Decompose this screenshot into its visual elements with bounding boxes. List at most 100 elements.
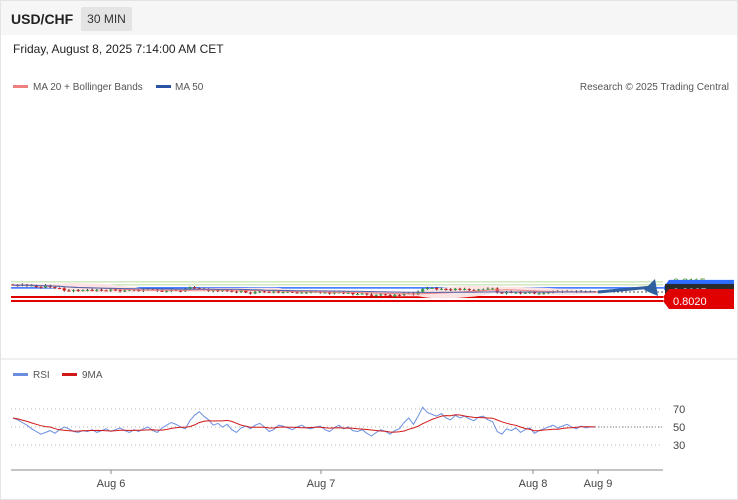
candle [463, 287, 467, 291]
candle-body [360, 293, 364, 295]
candle-body [449, 289, 453, 291]
candle-body [542, 293, 546, 295]
candle-body [421, 288, 425, 292]
candle-body [272, 291, 276, 293]
candle-body [495, 288, 499, 293]
candle-body [258, 291, 262, 293]
candle-body [239, 290, 243, 292]
candle [537, 292, 541, 295]
candle-body [458, 288, 462, 290]
candle-body [453, 288, 457, 291]
candle-body [295, 292, 299, 294]
candle-body [523, 292, 527, 294]
candle-body [439, 288, 443, 290]
candle [99, 288, 104, 292]
candle-body [290, 291, 294, 293]
candle-body [43, 285, 48, 288]
candle [495, 287, 499, 294]
ma50-legend-swatch [156, 85, 171, 88]
rsi-level-label: 30 [673, 440, 685, 452]
candle-body [85, 289, 90, 291]
candle [234, 290, 239, 294]
support-box [663, 293, 734, 310]
candle-body [118, 290, 122, 292]
candle [449, 288, 453, 292]
candle [104, 289, 108, 292]
candle [435, 286, 439, 291]
candle-body [81, 290, 85, 292]
candle [439, 287, 443, 291]
candle [192, 286, 197, 290]
rsi-legend: RSI 9MA [13, 370, 103, 381]
candle-body [300, 292, 304, 294]
ma20-legend-label: MA 20 + Bollinger Bands [33, 82, 143, 93]
candle-body [267, 291, 271, 293]
forecast-arrow-head [644, 279, 658, 297]
candle-body [220, 290, 225, 292]
candle [458, 287, 462, 291]
candle-body [123, 290, 127, 292]
candle-body [253, 291, 257, 294]
x-tick-label: Aug 7 [307, 478, 336, 490]
candle-body [104, 290, 108, 292]
candle-body [490, 288, 495, 290]
candle [453, 288, 457, 291]
candle [379, 293, 383, 297]
candle-body [351, 292, 355, 295]
candle [81, 289, 85, 292]
candle-body [337, 292, 341, 294]
candle [67, 289, 71, 292]
candle [62, 287, 66, 292]
rsi-ma-legend-swatch [62, 373, 77, 376]
candle-body [346, 292, 350, 294]
candle [95, 288, 99, 292]
candle-body [160, 290, 164, 292]
candle [444, 288, 448, 291]
candle-body [481, 289, 485, 291]
rsi-legend-swatch [13, 373, 28, 376]
candle-body [397, 294, 402, 296]
candle-body [188, 287, 192, 290]
candle-body [262, 291, 267, 293]
candle [39, 286, 43, 289]
candle-body [165, 291, 169, 293]
candle-body [34, 285, 38, 288]
x-tick-label: Aug 8 [519, 478, 548, 490]
candle-body [137, 290, 141, 292]
candle-body [30, 285, 34, 287]
ma50-legend-label: MA 50 [175, 82, 204, 93]
candle-body [444, 288, 448, 290]
candle [248, 291, 253, 295]
rsi-ma-line [12, 414, 596, 433]
candle-body [355, 293, 360, 295]
candle-body [95, 289, 99, 291]
rsi-level-label: 70 [673, 404, 685, 416]
candle-body [486, 288, 490, 290]
candle-body [332, 292, 336, 294]
candle-body [528, 292, 532, 294]
candle [430, 287, 434, 289]
candle [253, 290, 257, 295]
candle-body [67, 290, 71, 292]
timeframe-button[interactable]: 30 MIN [81, 7, 132, 31]
candle-body [71, 290, 76, 292]
candle-body [127, 289, 131, 291]
candle [388, 294, 392, 298]
candle-body [234, 291, 239, 293]
candle [360, 292, 364, 295]
candle-body [369, 294, 374, 296]
timestamp: Friday, August 8, 2025 7:14:00 AM CET [13, 42, 224, 56]
rsi-level-label: 50 [673, 422, 685, 434]
candle [267, 291, 271, 293]
candle-body [365, 293, 369, 295]
candle [369, 293, 374, 297]
candle-body [179, 290, 183, 292]
candle-body [244, 290, 248, 293]
candle-body [537, 293, 541, 295]
candle-body [39, 287, 43, 289]
candle-body [211, 290, 215, 292]
candle [85, 288, 90, 292]
candle-body [388, 294, 392, 297]
rsi-line [12, 406, 595, 437]
